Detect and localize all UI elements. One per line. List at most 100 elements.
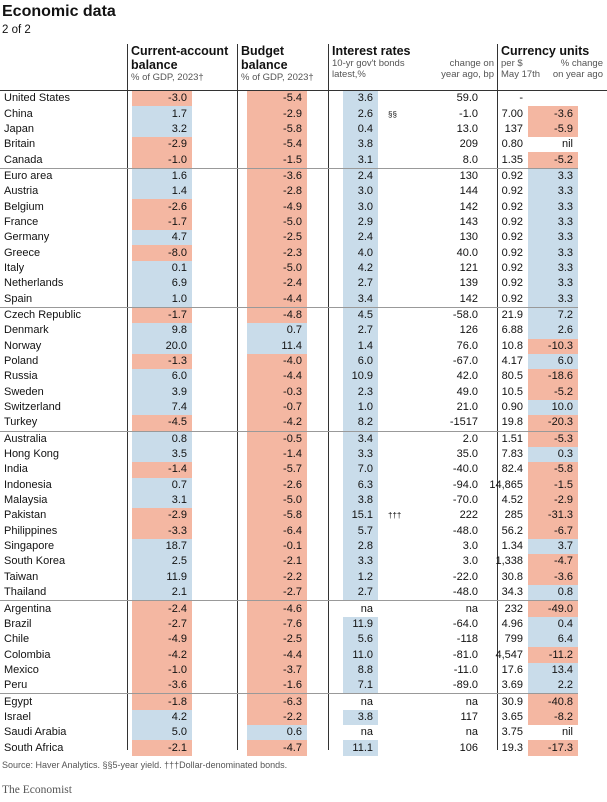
cell-sup [378, 230, 438, 245]
cell-cc: -20.3 [528, 415, 578, 432]
header-cu-title: Currency units [501, 44, 590, 58]
cell-ir: 11.9 [343, 616, 378, 633]
cell-spacer [307, 215, 343, 230]
cell-chg: -40.0 [452, 463, 478, 476]
cell-sup [378, 199, 438, 214]
cell-cu: 3.75 [501, 726, 523, 739]
cell-spacer [307, 478, 343, 493]
cell-cc: -2.9 [528, 492, 578, 509]
cell-sup [378, 415, 438, 431]
cell-sup [378, 385, 438, 400]
cell-ir: 4.0 [343, 245, 378, 261]
cell-spacer [192, 245, 247, 260]
cell-bb: -2.7 [247, 585, 307, 601]
cell-spacer [307, 261, 343, 276]
cell-ca: -1.3 [132, 353, 192, 370]
header-budget: Budget balance % of GDP, 2023† [241, 44, 314, 90]
cell-chg: 142 [459, 292, 478, 305]
cell-cc: nil [561, 726, 573, 739]
cell-cu: 0.92 [501, 261, 523, 274]
table-row: Peru -3.6 -1.6 7.1 -89.0 3.69 2.2 [0, 678, 578, 694]
cell-cc: -17.3 [528, 740, 578, 756]
cell-spacer [307, 199, 343, 214]
cell-sup [378, 122, 438, 137]
cell-c: France [4, 215, 39, 228]
table-row: Egypt -1.8 -6.3 na na 30.9 -40.8 [0, 693, 578, 710]
cell-spacer [307, 585, 343, 601]
cell-chg: 8.0 [462, 153, 478, 166]
cell-ca: 3.1 [132, 492, 192, 509]
cell-ca: 4.2 [132, 709, 192, 726]
cell-spacer [192, 663, 247, 678]
cell-spacer [307, 663, 343, 678]
cell-c: Greece [4, 246, 41, 259]
cell-spacer [192, 106, 247, 121]
cell-cc: 2.6 [528, 323, 578, 339]
cell-cu: 21.9 [483, 306, 528, 324]
cell-ir: 3.0 [343, 184, 378, 200]
table-row: Austria 1.4 -2.8 3.0 144 0.92 3.3 [0, 184, 578, 200]
cell-sup [378, 710, 438, 725]
header-current-account: Current-account balance % of GDP, 2023† [131, 44, 228, 90]
cell-ca: 0.7 [132, 477, 192, 493]
cell-sup [378, 554, 438, 569]
cell-spacer [192, 137, 247, 152]
cell-spacer [192, 167, 247, 185]
cell-ir: 1.4 [343, 338, 378, 354]
cell-bb: -3.7 [247, 662, 307, 679]
table-row: Indonesia 0.7 -2.6 6.3 -94.0 14,865 -1.5 [0, 477, 578, 493]
divider-currency [497, 44, 498, 750]
cell-c: Argentina [0, 600, 132, 617]
cell-cu: 80.5 [501, 370, 523, 383]
cell-ir: 6.0 [343, 353, 378, 370]
table-row: Czech Republic -1.7 -4.8 4.5 -58.0 21.9 7.2 [0, 306, 578, 324]
cell-chg: -48.0 [452, 524, 478, 537]
cell-spacer [192, 91, 247, 106]
cell-spacer [307, 230, 343, 245]
cell-cc: -18.6 [528, 369, 578, 385]
cell-c: Poland [4, 355, 39, 368]
header-cu-per: per $ [501, 58, 523, 69]
cell-cu: 1.35 [501, 153, 523, 166]
cell-ca: 1.7 [132, 106, 192, 122]
cell-spacer [192, 725, 247, 740]
cell-ca: 1.4 [132, 184, 192, 200]
header-ca-title: Current-account [131, 44, 229, 58]
cell-ca: 5.0 [132, 725, 192, 741]
cell-c: Indonesia [4, 478, 52, 491]
table-row: Norway 20.0 11.4 1.4 76.0 10.8 -10.3 [0, 338, 578, 354]
cell-cu: 3.69 [501, 679, 523, 692]
cell-sup [378, 400, 438, 415]
cell-ca: -1.0 [132, 152, 192, 169]
cell-c: Pakistan [4, 509, 47, 522]
cell-c: South Africa [4, 741, 64, 754]
cell-c: China [4, 107, 33, 120]
cell-ir: 2.7 [343, 323, 378, 339]
cell-ca: -1.7 [132, 306, 192, 324]
cell-c: Malaysia [4, 494, 48, 507]
cell-cu: 0.80 [501, 138, 523, 151]
table-row: Denmark 9.8 0.7 2.7 126 6.88 2.6 [0, 323, 578, 339]
cell-cu: 1.34 [501, 540, 523, 553]
cell-sup [378, 261, 438, 276]
cell-chg: -67.0 [452, 355, 478, 368]
cell-ir: na [343, 600, 378, 617]
cell-ir: 8.8 [343, 662, 378, 679]
cell-c: Thailand [4, 586, 47, 599]
cell-cc: 2.2 [528, 678, 578, 694]
divider-budget [237, 44, 238, 750]
cell-ca: -8.0 [132, 245, 192, 261]
cell-chg: na [465, 726, 478, 739]
cell-sup [378, 493, 438, 508]
cell-spacer [192, 354, 247, 369]
cell-cc: nil [561, 138, 573, 151]
cell-cc: -4.7 [528, 554, 578, 570]
cell-spacer [192, 710, 247, 725]
table-row: Euro area 1.6 -3.6 2.4 130 0.92 3.3 [0, 167, 578, 185]
header-ir-change-unit: year ago, bp [441, 69, 494, 80]
cell-spacer [192, 369, 247, 384]
cell-sup [378, 570, 438, 585]
cell-cc: 3.3 [528, 291, 578, 308]
cell-spacer [192, 570, 247, 585]
cell-spacer [192, 508, 247, 523]
